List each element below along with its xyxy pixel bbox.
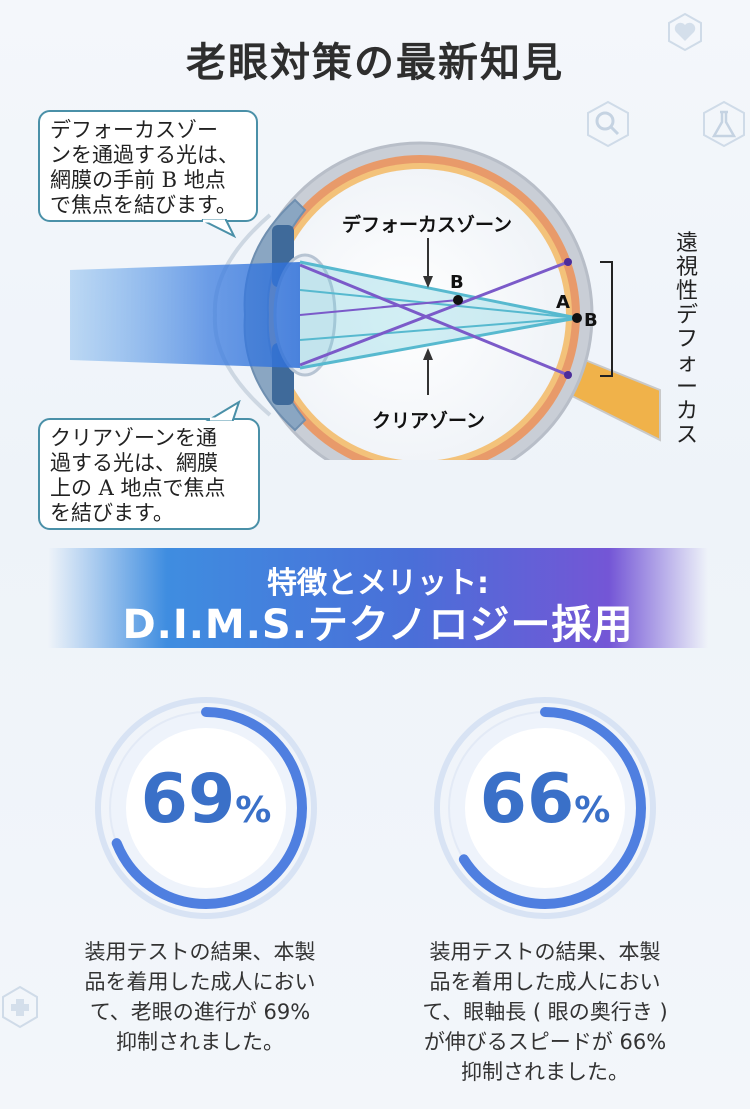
stat-description-2: 装用テストの結果、本製 品を着用した成人におい て、眼軸長 ( 眼の奥行き ) … <box>422 940 668 1084</box>
stat-ring-1-progress <box>105 707 307 909</box>
heart-pulse-icon <box>665 12 705 58</box>
stat-value-2: 66% <box>479 760 611 839</box>
banner-subtitle: 特徴とメリット: <box>267 566 489 601</box>
feature-banner: 特徴とメリット: D.I.M.S.テクノロジー採用 <box>48 548 708 648</box>
stat-ring-1 <box>95 697 317 919</box>
defocus-callout: デフォーカスゾー ンを通過する光は、 網膜の手前 B 地点 で焦点を結びます。 <box>38 110 258 222</box>
stat-ring-2-progress <box>444 707 646 909</box>
stat-ring-2 <box>434 697 656 919</box>
clear-callout: クリアゾーンを通 過する光は、網膜 上の A 地点で焦点 を結びます。 <box>38 418 260 530</box>
flask-icon <box>700 100 748 154</box>
hyperopic-defocus-label: 遠 視 性 デ フ ォ ー カ ス <box>675 231 698 448</box>
point-b-label: B <box>450 272 464 293</box>
stat-description-1: 装用テストの結果、本製 品を着用した成人におい て、老眼の進行が 69% 抑制さ… <box>84 940 316 1054</box>
point-a-label: A <box>556 292 570 313</box>
clear-callout-tail <box>205 400 241 421</box>
page-title: 老眼対策の最新知見 <box>186 39 564 86</box>
medical-cross-icon <box>0 985 40 1035</box>
defocus-zone-label: デフォーカスゾーン <box>342 214 513 236</box>
magnifier-icon <box>584 100 632 154</box>
eye-diagram <box>70 141 661 460</box>
banner-headline: D.I.M.S.テクノロジー採用 <box>122 602 634 648</box>
clear-zone-label: クリアゾーン <box>372 410 486 432</box>
defocus-callout-tail <box>201 219 237 239</box>
stat-value-1: 69% <box>140 760 272 839</box>
point-b-retina-label: B <box>584 310 598 331</box>
